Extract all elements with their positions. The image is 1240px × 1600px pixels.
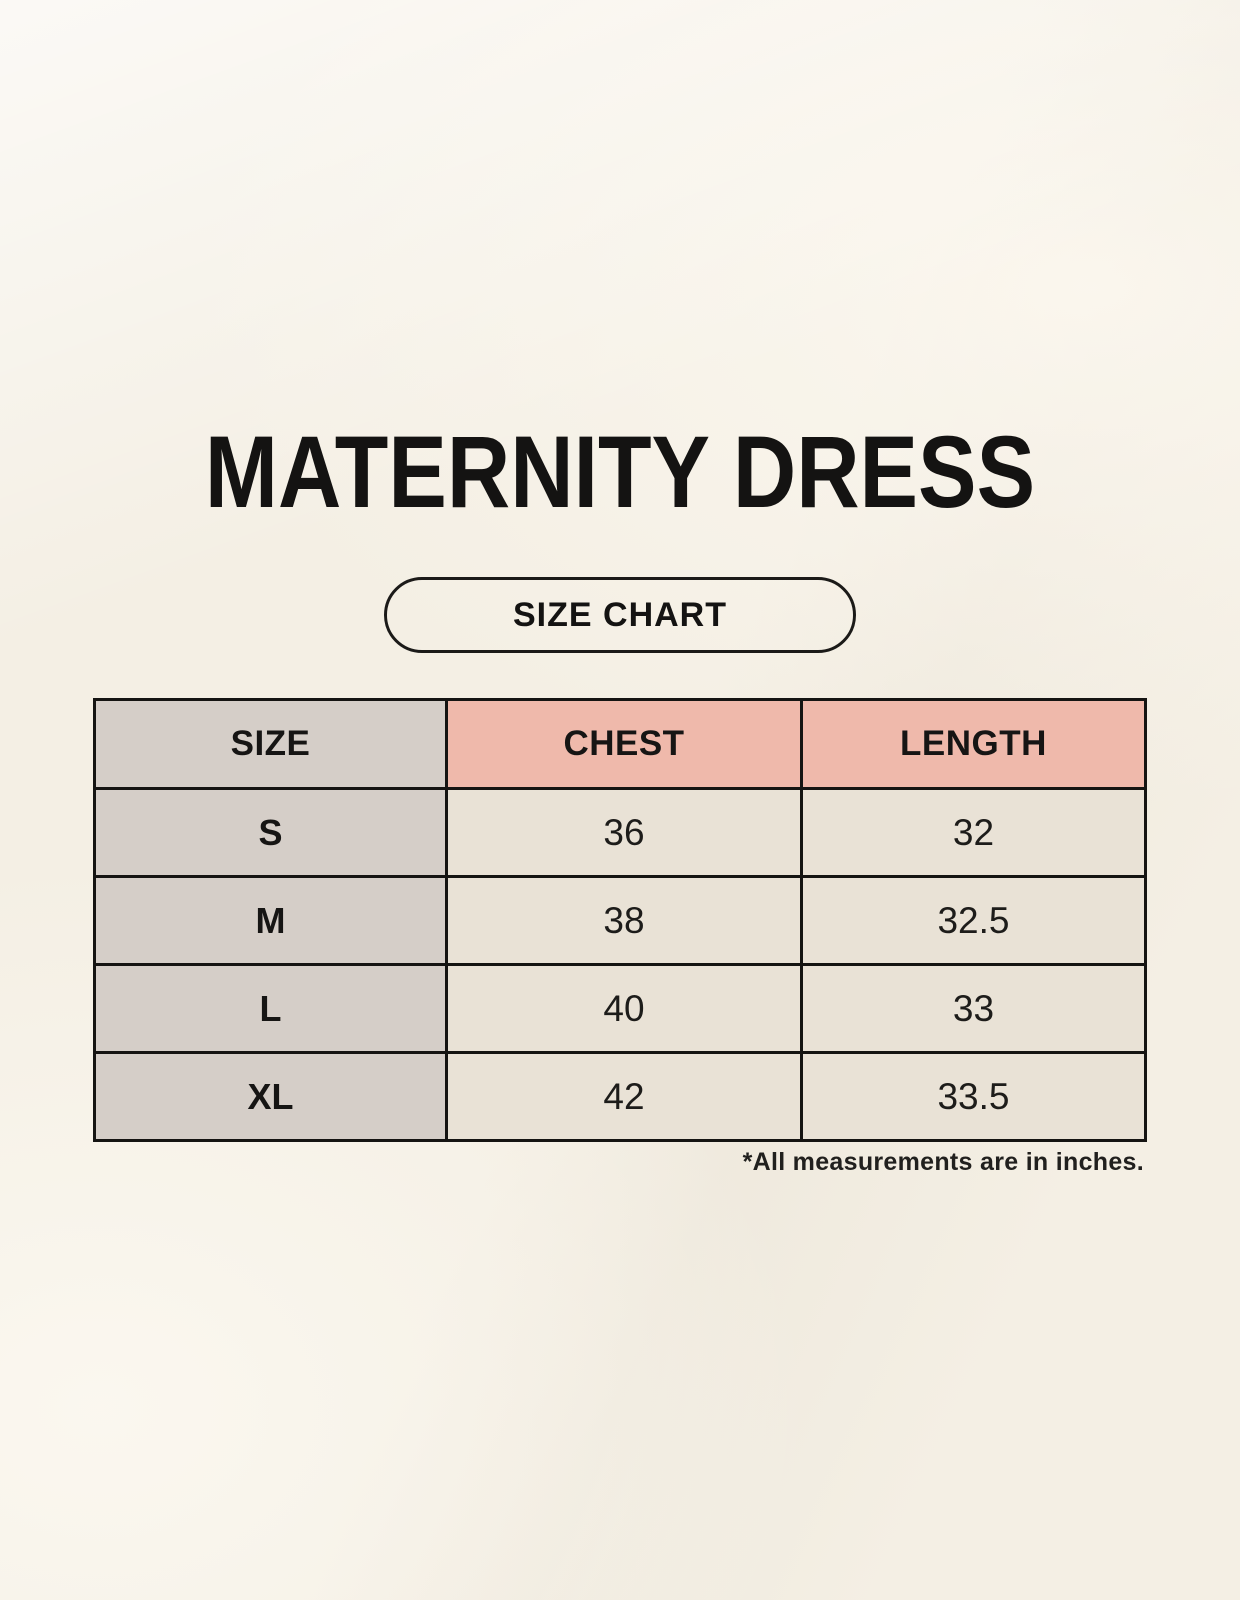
size-label-s: S: [93, 787, 448, 878]
length-value-s: 32: [800, 787, 1147, 878]
length-value-m: 32.5: [800, 875, 1147, 966]
size-label-m: M: [93, 875, 448, 966]
length-value-xl: 33.5: [800, 1051, 1147, 1142]
header-row: SIZE CHEST LENGTH: [93, 698, 1147, 790]
size-chart-badge: SIZE CHART: [384, 577, 856, 653]
measurements-footnote: *All measurements are in inches.: [742, 1148, 1144, 1176]
table-row-l: L 40 33: [93, 963, 1147, 1054]
table-row-m: M 38 32.5: [93, 875, 1147, 966]
table-body: S 36 32 M 38 32.5 L 40 33 XL 42 33.5: [93, 787, 1147, 1142]
size-label-l: L: [93, 963, 448, 1054]
chest-value-l: 40: [445, 963, 803, 1054]
table-row-xl: XL 42 33.5: [93, 1051, 1147, 1142]
size-chart-table: SIZE CHEST LENGTH S 36 32 M 38 32.5 L 40…: [93, 698, 1147, 1142]
column-header-chest: CHEST: [445, 698, 803, 790]
page-title: MATERNITY DRESS: [204, 415, 1036, 529]
table-header: SIZE CHEST LENGTH: [93, 698, 1147, 790]
chest-value-xl: 42: [445, 1051, 803, 1142]
table-row-s: S 36 32: [93, 787, 1147, 878]
column-header-length: LENGTH: [800, 698, 1147, 790]
chest-value-m: 38: [445, 875, 803, 966]
length-value-l: 33: [800, 963, 1147, 1054]
size-label-xl: XL: [93, 1051, 448, 1142]
chest-value-s: 36: [445, 787, 803, 878]
column-header-size: SIZE: [93, 698, 448, 790]
size-chart-badge-label: SIZE CHART: [513, 595, 727, 634]
